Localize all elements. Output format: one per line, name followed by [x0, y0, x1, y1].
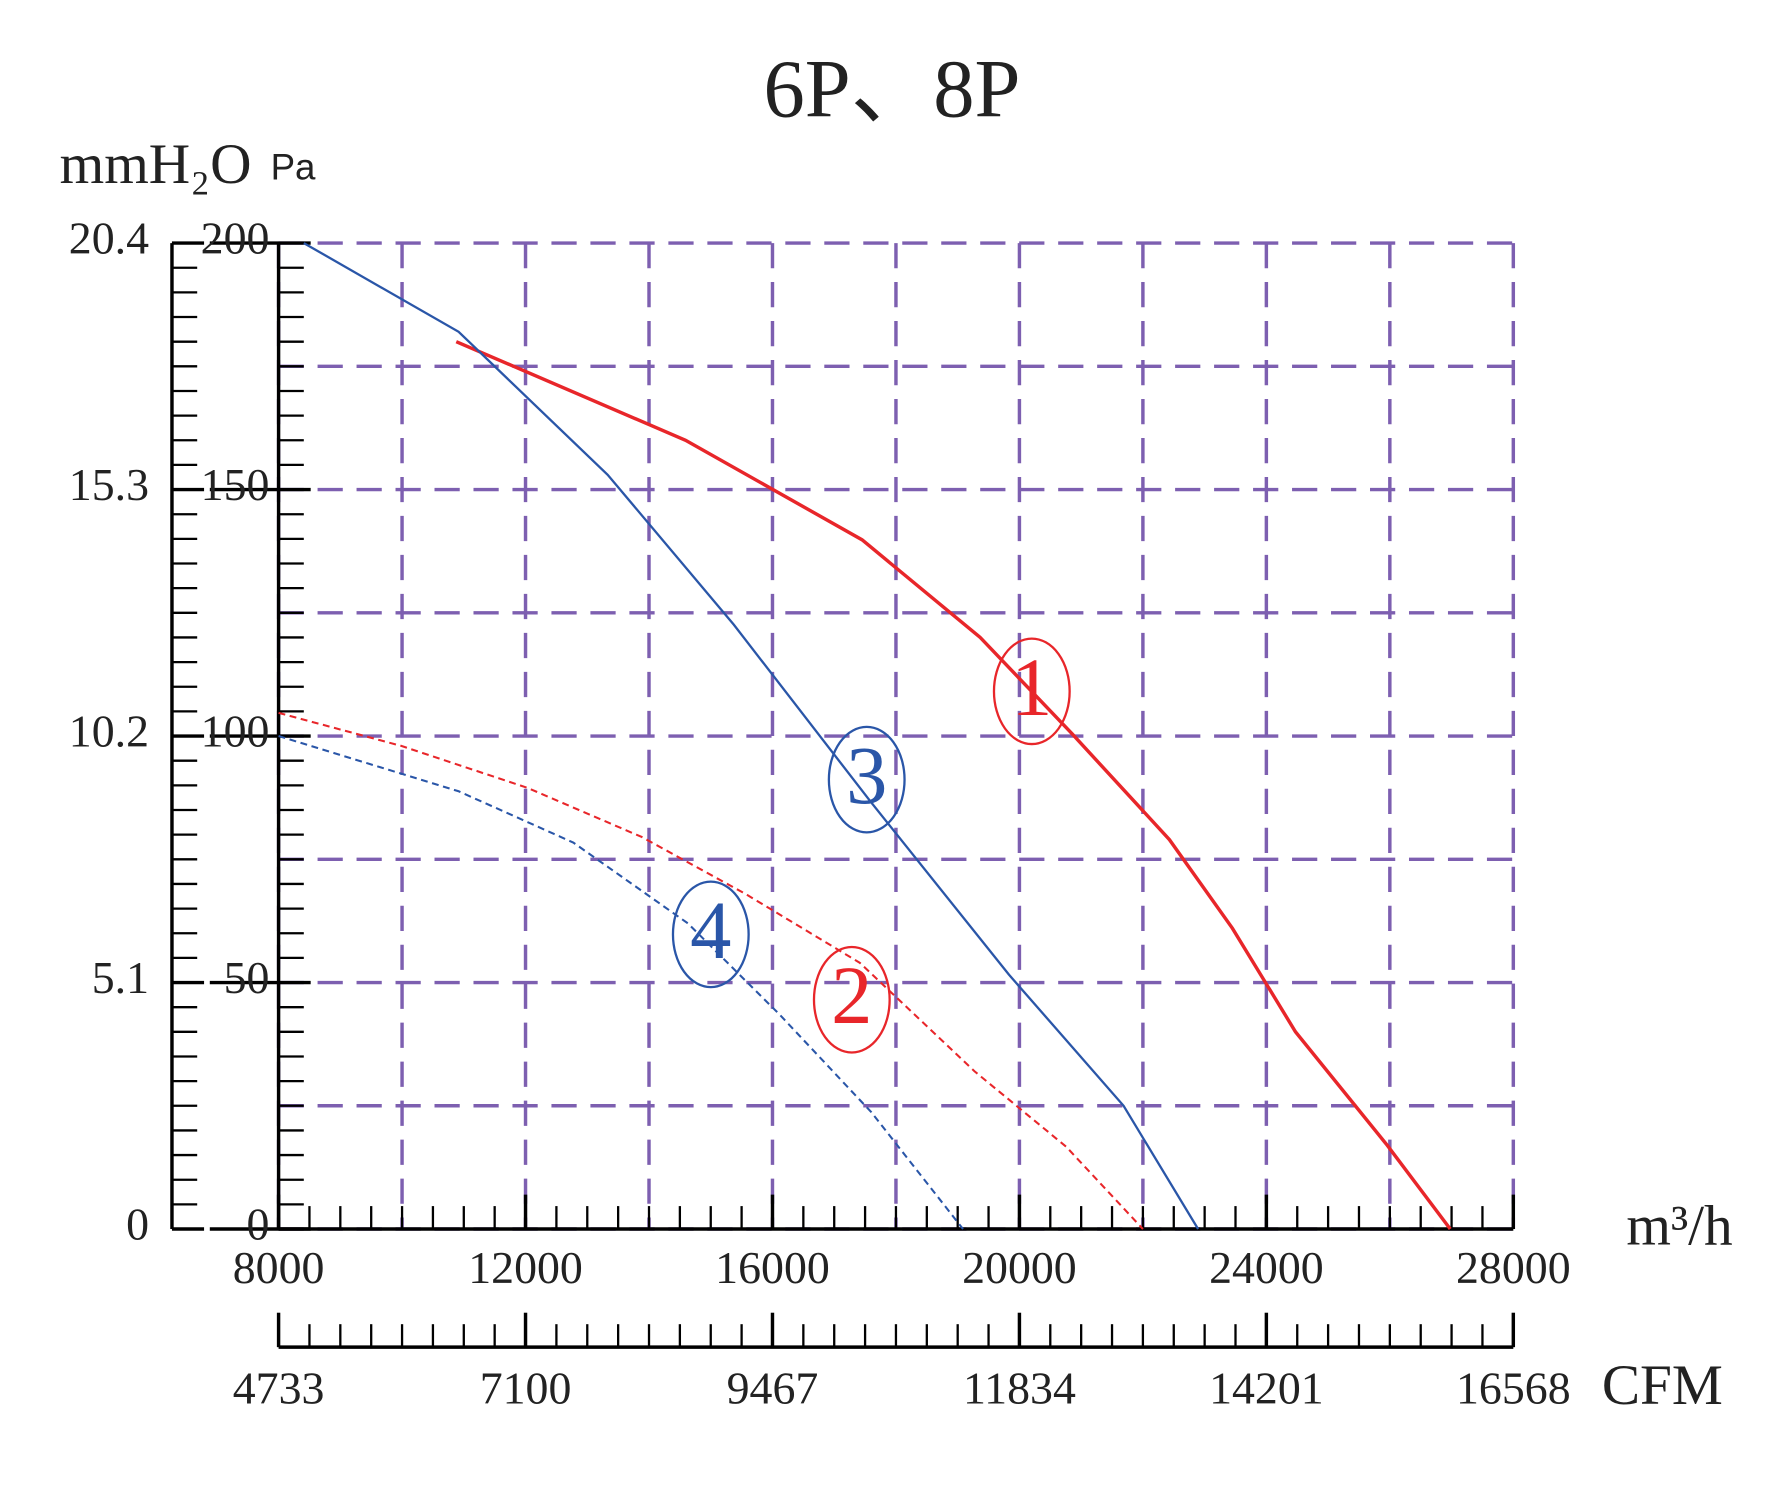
legend-label: 3 [846, 729, 887, 821]
x2-tick-label: 7100 [480, 1362, 572, 1413]
series-line [303, 242, 1200, 1230]
series-line [278, 711, 1144, 1230]
legend-marker [827, 725, 906, 834]
legend-marker [671, 880, 750, 989]
x2-tick-label: 4733 [233, 1362, 325, 1413]
y2-tick-label: 5.1 [92, 952, 149, 1003]
y-tick-label: 0 [246, 1199, 269, 1250]
x-tick-label: 16000 [715, 1242, 830, 1293]
x2-tick-label: 16568 [1456, 1362, 1571, 1413]
chart-title: 6P、8P [764, 42, 1021, 134]
x-tick-label: 8000 [233, 1242, 325, 1293]
x2-axis-label: CFM [1602, 1354, 1723, 1417]
x-tick-label: 28000 [1456, 1242, 1571, 1293]
y2-tick-label: 0 [126, 1199, 149, 1250]
legend-marker [992, 637, 1071, 746]
x-tick-label: 20000 [962, 1242, 1077, 1293]
legend-label: 1 [1011, 641, 1052, 733]
x-tick-label: 12000 [468, 1242, 583, 1293]
x2-tick-label: 14201 [1209, 1362, 1324, 1413]
y2-tick-label: 15.3 [69, 459, 149, 510]
series-line [455, 340, 1452, 1231]
x-tick-label: 24000 [1209, 1242, 1324, 1293]
x-axis-label: m³/h [1626, 1194, 1732, 1257]
y2-axis-label: mmH₂O [60, 133, 252, 196]
legend-marker [812, 945, 891, 1054]
legend-label: 4 [690, 884, 731, 976]
x2-tick-label: 11834 [963, 1362, 1076, 1413]
legend-label: 2 [831, 949, 872, 1041]
y-tick-label: 150 [201, 459, 270, 510]
x2-tick-label: 9467 [727, 1362, 819, 1413]
y-tick-label: 100 [201, 706, 270, 757]
series-line [278, 735, 964, 1230]
y2-tick-label: 20.4 [69, 213, 149, 264]
y-tick-label: 50 [224, 952, 270, 1003]
y-axis-label: Pa [271, 146, 316, 187]
y-tick-label: 200 [201, 213, 270, 264]
y2-tick-label: 10.2 [69, 706, 149, 757]
